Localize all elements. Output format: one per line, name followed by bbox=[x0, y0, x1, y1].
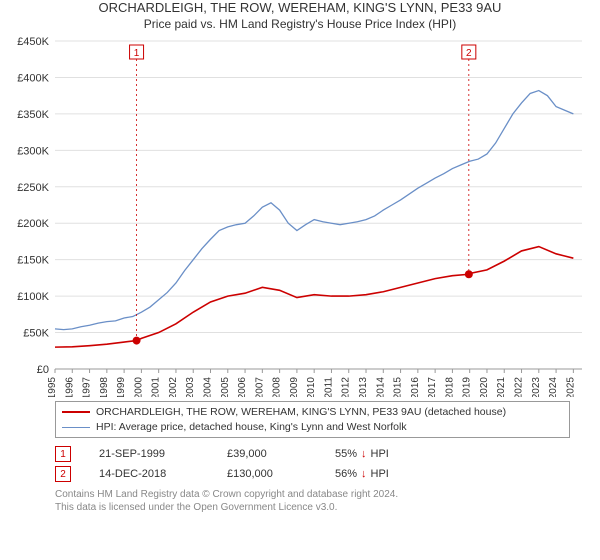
legend-label: HPI: Average price, detached house, King… bbox=[96, 420, 407, 435]
legend-label: ORCHARDLEIGH, THE ROW, WEREHAM, KING'S L… bbox=[96, 405, 506, 420]
x-tick-label: 2017 bbox=[427, 377, 438, 397]
x-tick-label: 2000 bbox=[133, 377, 144, 397]
sale-row: 1 21-SEP-1999 £39,000 55%↓HPI bbox=[55, 444, 570, 464]
sale-row: 2 14-DEC-2018 £130,000 56%↓HPI bbox=[55, 464, 570, 484]
sale-date: 14-DEC-2018 bbox=[99, 468, 199, 480]
x-tick-label: 2025 bbox=[565, 377, 576, 397]
x-tick-label: 2020 bbox=[479, 377, 490, 397]
x-tick-label: 2005 bbox=[220, 377, 231, 397]
x-tick-label: 2006 bbox=[237, 377, 248, 397]
sale-date: 21-SEP-1999 bbox=[99, 448, 199, 460]
sales-table: 1 21-SEP-1999 £39,000 55%↓HPI 2 14-DEC-2018 £1… bbox=[55, 444, 570, 484]
y-tick-label: £300K bbox=[17, 145, 49, 157]
chart-subtitle: Price paid vs. HM Land Registry's House … bbox=[0, 17, 600, 31]
sale-marker-dot bbox=[465, 270, 473, 278]
sale-hpi-delta: 55%↓HPI bbox=[335, 448, 389, 460]
y-tick-label: £0 bbox=[37, 364, 49, 376]
chart-title: ORCHARDLEIGH, THE ROW, WEREHAM, KING'S L… bbox=[0, 0, 600, 15]
x-tick-label: 1997 bbox=[82, 377, 93, 397]
x-tick-label: 1996 bbox=[64, 377, 75, 397]
y-tick-label: £100K bbox=[17, 291, 49, 303]
x-tick-label: 2002 bbox=[168, 377, 179, 397]
x-tick-label: 2007 bbox=[254, 377, 265, 397]
arrow-down-icon: ↓ bbox=[361, 468, 367, 480]
sale-marker-dot bbox=[133, 337, 141, 345]
legend: ORCHARDLEIGH, THE ROW, WEREHAM, KING'S L… bbox=[55, 401, 570, 438]
sale-row-marker: 2 bbox=[55, 466, 71, 482]
sale-row-marker: 1 bbox=[55, 446, 71, 462]
legend-swatch bbox=[62, 427, 90, 428]
x-tick-label: 2023 bbox=[531, 377, 542, 397]
price-chart: £0 £50K £100K £150K £200K £250K £300K £350K £400… bbox=[0, 37, 600, 397]
arrow-down-icon: ↓ bbox=[361, 448, 367, 460]
y-tick-label: £200K bbox=[17, 218, 49, 230]
x-tick-label: 2011 bbox=[323, 377, 334, 397]
x-tick-label: 2001 bbox=[151, 377, 162, 397]
sale-marker-label: 1 bbox=[134, 48, 140, 59]
y-tick-label: £350K bbox=[17, 109, 49, 121]
series-property bbox=[55, 247, 573, 348]
x-tick-label: 2021 bbox=[496, 377, 507, 397]
chart-svg: £0 £50K £100K £150K £200K £250K £300K £350K £400… bbox=[0, 37, 600, 397]
x-tick-label: 2003 bbox=[185, 377, 196, 397]
x-tick-label: 2012 bbox=[341, 377, 352, 397]
footer-line: This data is licensed under the Open Gov… bbox=[55, 501, 570, 514]
y-tick-label: £150K bbox=[17, 255, 49, 267]
x-tick-label: 2014 bbox=[375, 377, 386, 397]
x-tick-label: 2015 bbox=[393, 377, 404, 397]
footer-attribution: Contains HM Land Registry data © Crown c… bbox=[55, 488, 570, 514]
legend-row: ORCHARDLEIGH, THE ROW, WEREHAM, KING'S L… bbox=[62, 405, 563, 420]
x-tick-label: 2004 bbox=[203, 377, 214, 397]
y-tick-label: £450K bbox=[17, 37, 49, 48]
x-tick-label: 2013 bbox=[358, 377, 369, 397]
legend-swatch bbox=[62, 411, 90, 413]
x-tick-label: 2019 bbox=[462, 377, 473, 397]
series-hpi bbox=[55, 91, 573, 330]
x-tick-label: 2016 bbox=[410, 377, 421, 397]
sale-price: £39,000 bbox=[227, 448, 307, 460]
sale-price: £130,000 bbox=[227, 468, 307, 480]
x-tick-label: 2010 bbox=[306, 377, 317, 397]
sale-hpi-delta: 56%↓HPI bbox=[335, 468, 389, 480]
x-tick-label: 2009 bbox=[289, 377, 300, 397]
x-tick-label: 2024 bbox=[548, 377, 559, 397]
x-tick-label: 1995 bbox=[47, 377, 58, 397]
legend-row: HPI: Average price, detached house, King… bbox=[62, 420, 563, 435]
x-tick-label: 2022 bbox=[514, 377, 525, 397]
y-tick-label: £400K bbox=[17, 72, 49, 84]
y-tick-label: £50K bbox=[23, 328, 49, 340]
x-tick-label: 1999 bbox=[116, 377, 127, 397]
footer-line: Contains HM Land Registry data © Crown c… bbox=[55, 488, 570, 501]
x-tick-label: 2008 bbox=[272, 377, 283, 397]
y-tick-label: £250K bbox=[17, 182, 49, 194]
x-tick-label: 2018 bbox=[444, 377, 455, 397]
sale-marker-label: 2 bbox=[466, 48, 472, 59]
x-tick-label: 1998 bbox=[99, 377, 110, 397]
